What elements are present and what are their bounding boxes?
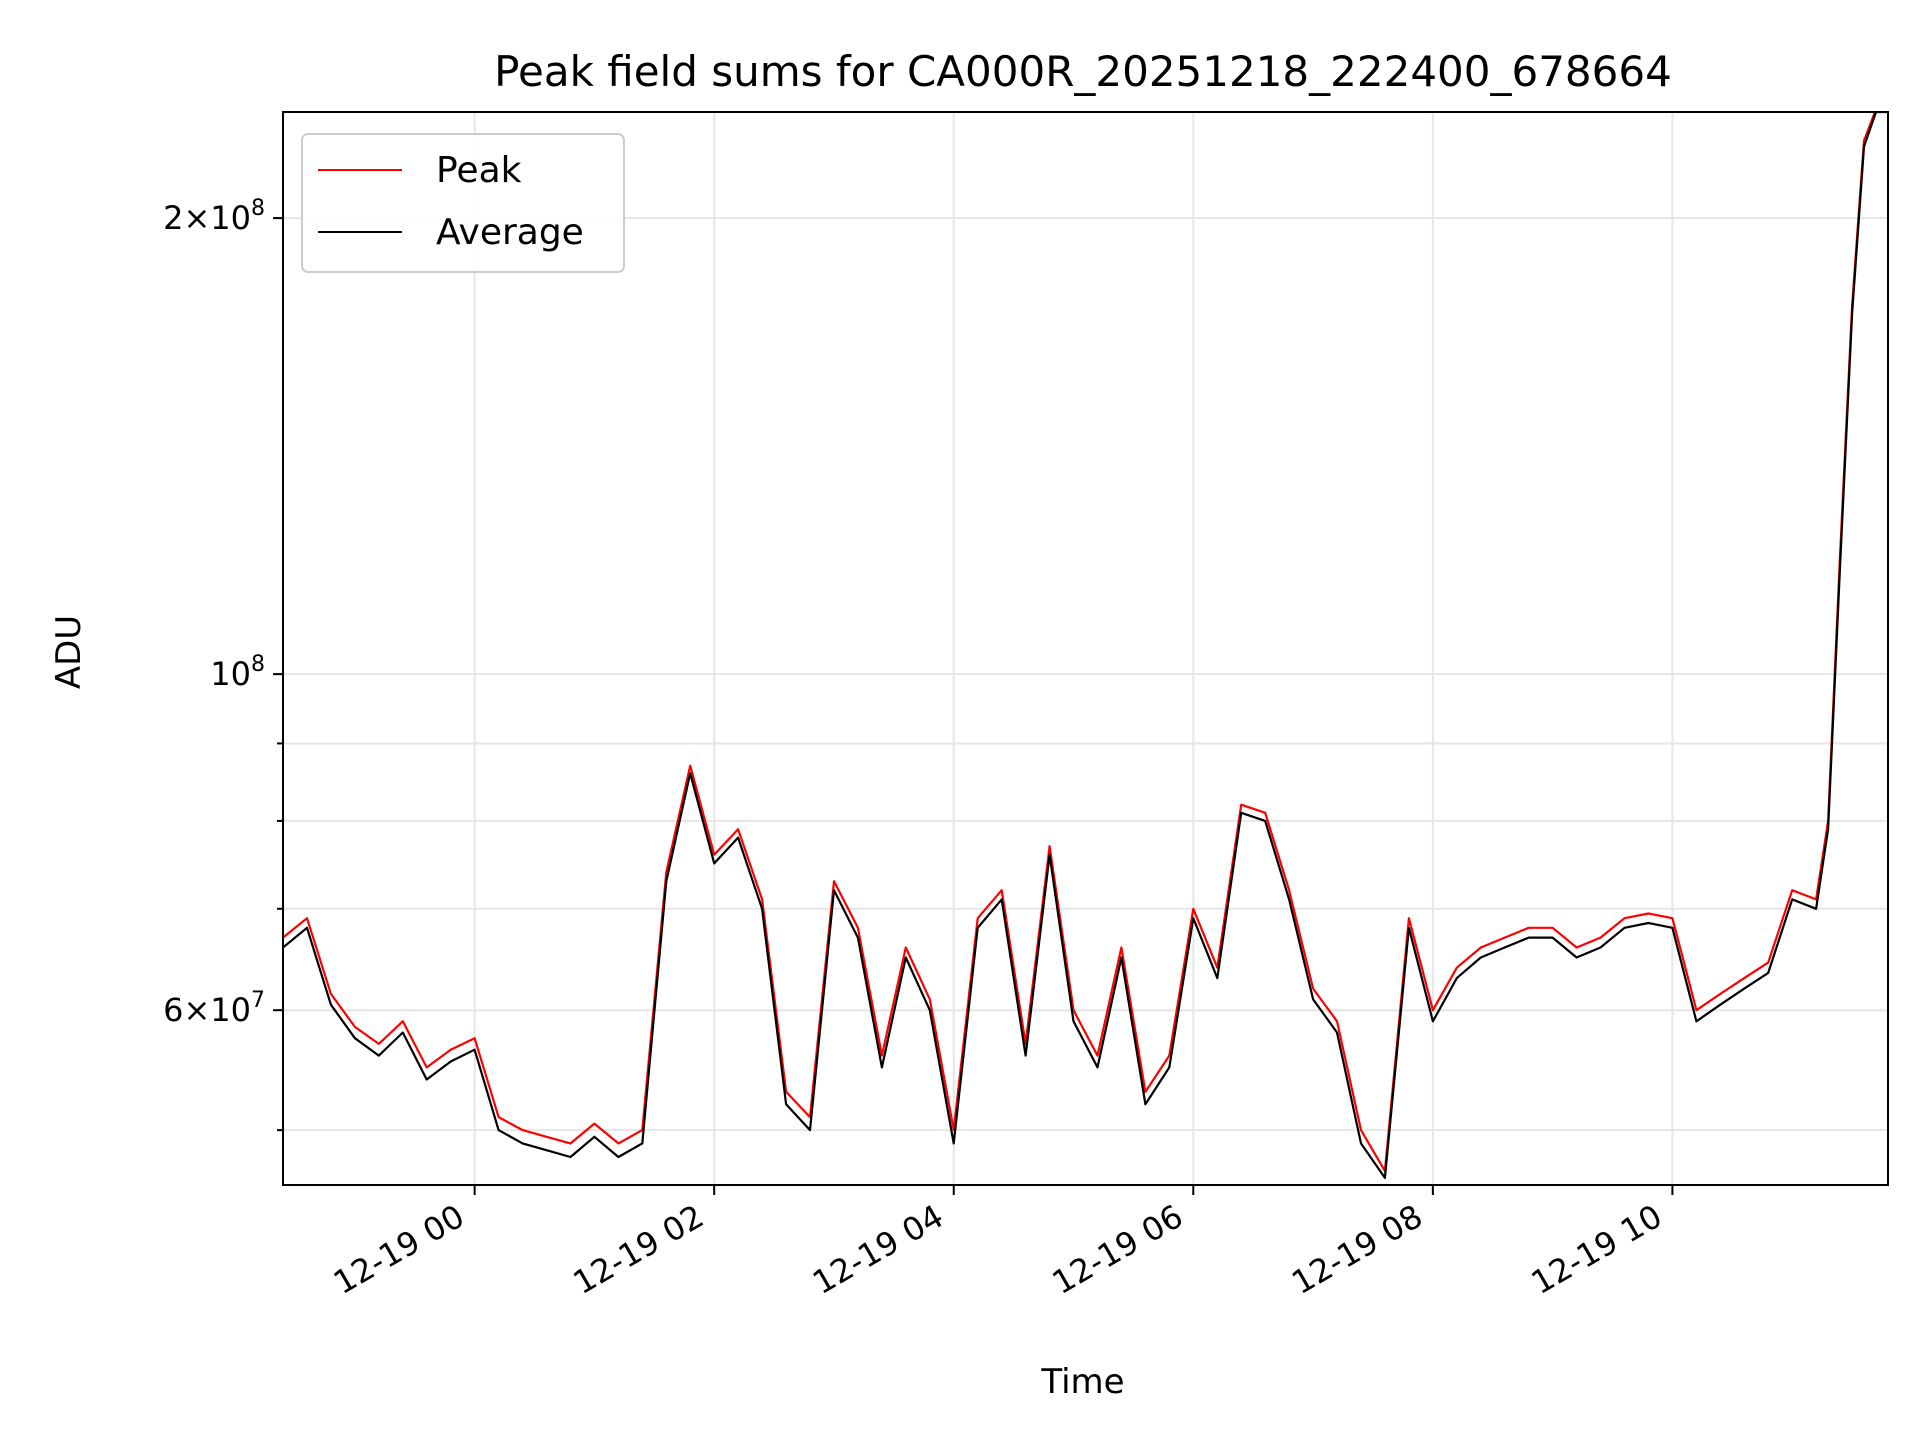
legend-label-peak: Peak	[436, 150, 522, 191]
y-tick-label: 2×108	[163, 196, 265, 237]
legend-box	[301, 133, 625, 273]
legend-label-average: Average	[436, 212, 584, 253]
series-line-peak	[283, 112, 1877, 1173]
series-layer	[283, 112, 1888, 1180]
x-axis-label: Time	[1040, 1362, 1124, 1402]
legend: Peak Average	[301, 133, 625, 273]
y-axis: 6×107 108 2×108	[163, 196, 283, 1132]
axes-frame	[282, 111, 1889, 1186]
y-tick-label: 108	[210, 652, 265, 693]
chart-title: Peak field sums for CA000R_20251218_2224…	[494, 47, 1672, 96]
series-line-average	[283, 112, 1888, 1180]
y-tick-label: 6×107	[163, 988, 265, 1029]
y-axis-label: ADU	[49, 615, 89, 689]
